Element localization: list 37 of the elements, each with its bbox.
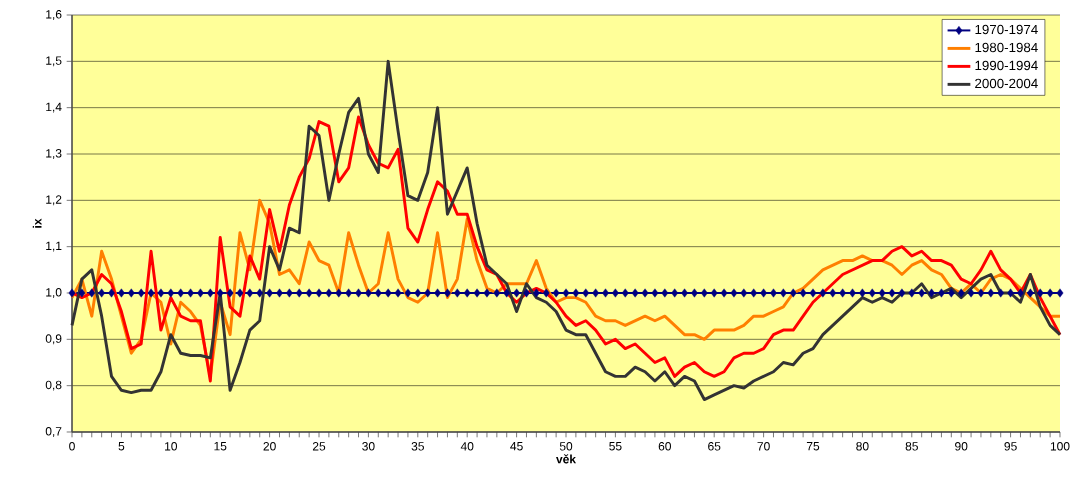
x-tick-label: 90 [955, 442, 968, 451]
x-axis-title: věk [556, 454, 577, 464]
legend-label: 1990-1994 [975, 60, 1038, 71]
y-tick-label: 1,3 [46, 149, 62, 159]
x-tick-label: 50 [559, 442, 573, 451]
y-tick-label: 0,9 [45, 334, 62, 345]
x-tick-label: 35 [411, 442, 424, 451]
x-tick-label: 40 [460, 442, 474, 451]
x-tick-label: 60 [658, 442, 672, 451]
x-tick-label: 65 [708, 442, 721, 451]
legend-label: 2000-2004 [975, 78, 1038, 89]
x-tick-label: 75 [806, 442, 820, 451]
x-tick-label: 100 [1050, 442, 1070, 451]
y-tick-label: 0,8 [45, 380, 62, 391]
y-tick-label: 0,7 [45, 427, 62, 437]
y-tick-label: 1,2 [46, 195, 62, 206]
x-tick-label: 85 [905, 442, 918, 451]
legend-label: 1970-1974 [975, 24, 1038, 35]
y-tick-label: 1,1 [46, 241, 62, 252]
x-tick-label: 15 [214, 442, 227, 451]
x-tick-label: 0 [69, 442, 75, 451]
y-tick-label: 1,0 [46, 288, 62, 298]
x-tick-label: 20 [263, 442, 276, 451]
x-tick-label: 95 [1004, 442, 1017, 451]
x-tick-label: 55 [609, 442, 622, 451]
y-tick-label: 1,5 [46, 56, 62, 67]
x-tick-label: 80 [856, 442, 869, 451]
x-tick-label: 25 [312, 442, 326, 451]
x-tick-label: 10 [165, 442, 178, 451]
y-tick-label: 1,6 [46, 10, 62, 20]
x-tick-label: 30 [362, 442, 375, 451]
y-axis-title: ix [32, 218, 42, 228]
legend-label: 1980-1984 [975, 42, 1038, 53]
x-tick-label: 5 [118, 442, 125, 451]
x-tick-label: 45 [510, 442, 523, 451]
x-tick-label: 70 [757, 442, 770, 451]
y-tick-label: 1,4 [46, 102, 62, 113]
